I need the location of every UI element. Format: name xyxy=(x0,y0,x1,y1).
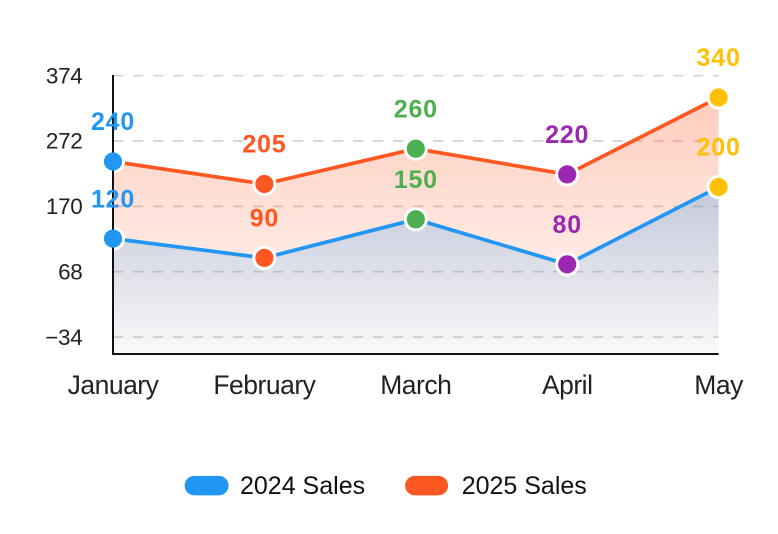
svg-text:January: January xyxy=(68,370,160,400)
svg-text:220: 220 xyxy=(545,121,589,149)
svg-text:April: April xyxy=(542,370,593,400)
svg-text:205: 205 xyxy=(242,131,286,159)
svg-text:120: 120 xyxy=(91,185,135,213)
svg-text:February: February xyxy=(213,370,316,400)
svg-text:340: 340 xyxy=(697,44,741,72)
svg-text:68: 68 xyxy=(58,259,82,284)
svg-text:260: 260 xyxy=(394,95,438,123)
svg-text:240: 240 xyxy=(91,108,135,136)
svg-text:272: 272 xyxy=(46,129,83,154)
svg-text:374: 374 xyxy=(46,63,83,88)
svg-text:May: May xyxy=(694,370,744,400)
svg-text:−34: −34 xyxy=(45,325,82,350)
svg-text:2024 Sales: 2024 Sales xyxy=(240,472,365,500)
svg-text:150: 150 xyxy=(394,166,438,194)
svg-text:80: 80 xyxy=(552,211,581,239)
svg-text:200: 200 xyxy=(697,134,741,162)
svg-text:2025 Sales: 2025 Sales xyxy=(462,472,587,500)
svg-text:170: 170 xyxy=(46,194,83,219)
svg-text:90: 90 xyxy=(250,205,279,233)
svg-text:March: March xyxy=(380,370,451,400)
